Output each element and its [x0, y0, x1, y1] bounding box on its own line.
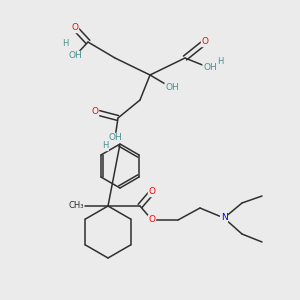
Text: H: H [62, 40, 68, 49]
Text: O: O [202, 38, 208, 46]
Text: OH: OH [203, 64, 217, 73]
Text: O: O [148, 188, 155, 196]
Text: O: O [92, 107, 98, 116]
Text: OH: OH [165, 83, 179, 92]
Text: O: O [71, 23, 79, 32]
Text: N: N [220, 214, 227, 223]
Text: OH: OH [108, 134, 122, 142]
Text: OH: OH [68, 52, 82, 61]
Text: CH₃: CH₃ [68, 202, 84, 211]
Text: H: H [217, 58, 223, 67]
Text: H: H [102, 142, 108, 151]
Text: O: O [148, 215, 155, 224]
